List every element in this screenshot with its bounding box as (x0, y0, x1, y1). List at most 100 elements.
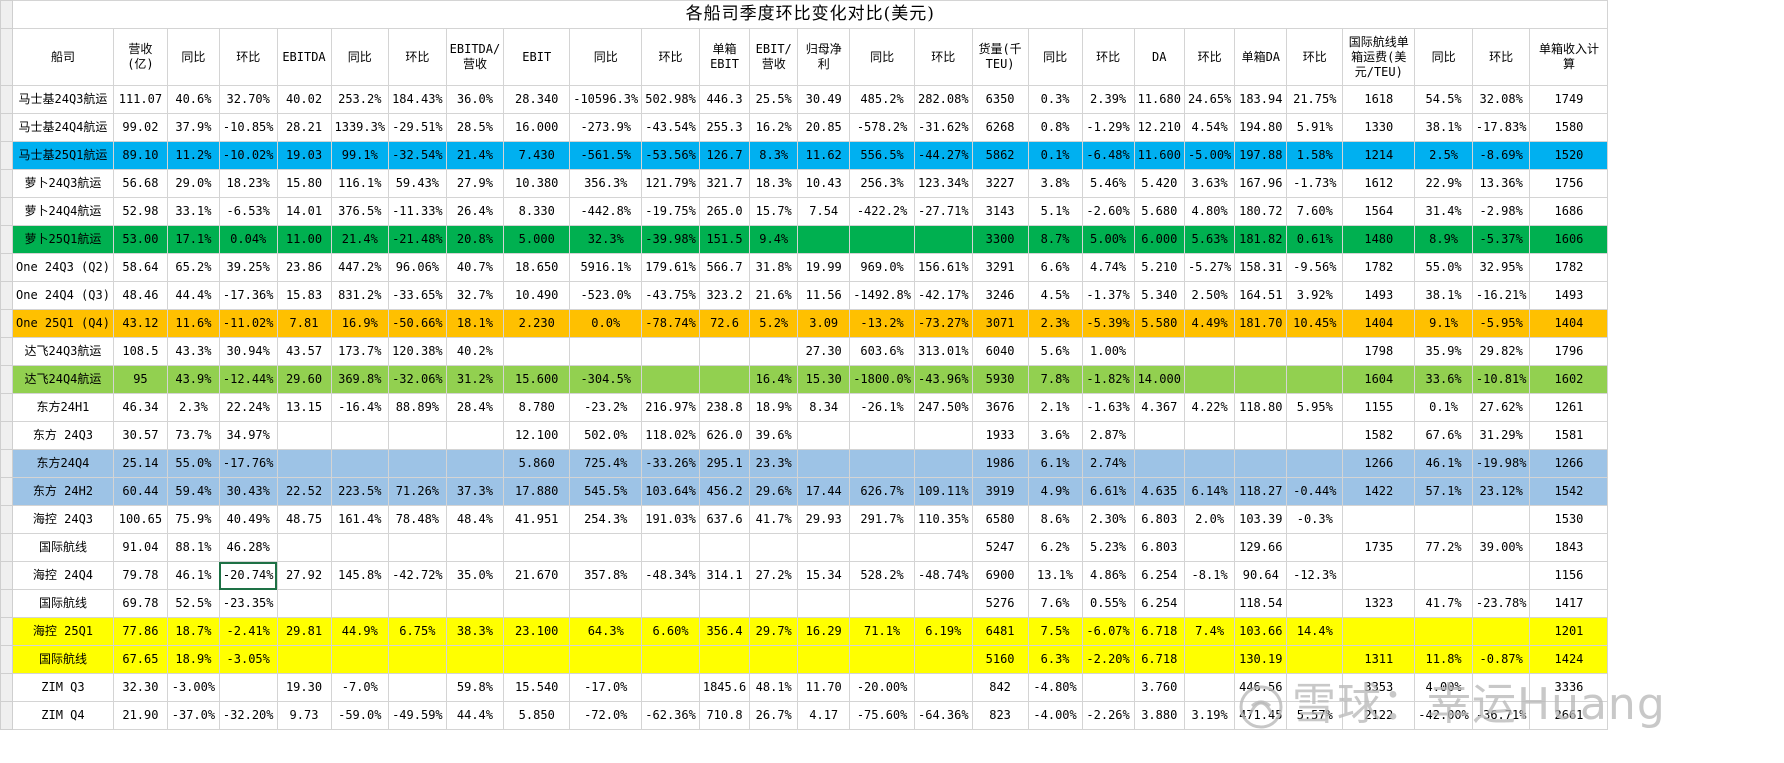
value-cell[interactable]: 1582 (1342, 421, 1416, 450)
value-cell[interactable]: 566.7 (698, 253, 751, 282)
value-cell[interactable]: 1933 (971, 421, 1029, 450)
value-cell[interactable]: -42.00% (1414, 701, 1473, 730)
value-cell[interactable] (503, 533, 571, 562)
value-cell[interactable]: 21.90 (112, 701, 168, 730)
value-cell[interactable]: 3.63% (1183, 169, 1236, 198)
value-cell[interactable]: 2.74% (1081, 449, 1135, 478)
value-cell[interactable]: 18.1% (445, 309, 505, 338)
value-cell[interactable] (698, 365, 751, 394)
value-cell[interactable]: 22.9% (1414, 169, 1473, 198)
value-cell[interactable]: 1339.3% (330, 113, 390, 142)
value-cell[interactable]: 3.09 (797, 309, 851, 338)
column-header-10[interactable]: 同比 (569, 28, 643, 86)
value-cell[interactable] (388, 421, 447, 450)
value-cell[interactable]: 18.650 (503, 253, 571, 282)
value-cell[interactable] (914, 533, 973, 562)
column-header-12[interactable]: 单箱EBIT (698, 28, 751, 86)
row-header[interactable] (0, 533, 13, 562)
value-cell[interactable]: 16.4% (749, 365, 799, 394)
company-cell[interactable]: 东方24Q4 (12, 449, 114, 478)
value-cell[interactable]: 1261 (1529, 393, 1609, 422)
value-cell[interactable]: 5.210 (1133, 253, 1185, 282)
value-cell[interactable]: 10.43 (797, 169, 851, 198)
value-cell[interactable]: 43.57 (276, 337, 332, 366)
value-cell[interactable]: 24.65% (1183, 85, 1236, 114)
value-cell[interactable]: 25.5% (749, 85, 799, 114)
row-header[interactable] (0, 197, 13, 226)
value-cell[interactable]: 265.0 (698, 197, 751, 226)
value-cell[interactable]: -53.56% (641, 141, 700, 170)
value-cell[interactable]: 8.330 (503, 197, 571, 226)
value-cell[interactable]: 46.28% (218, 533, 278, 562)
value-cell[interactable]: 5916.1% (569, 253, 643, 282)
value-cell[interactable] (569, 533, 643, 562)
column-header-9[interactable]: EBIT (503, 28, 571, 86)
value-cell[interactable]: 11.680 (1133, 85, 1185, 114)
value-cell[interactable]: 3.19% (1183, 701, 1236, 730)
value-cell[interactable]: 179.61% (641, 253, 700, 282)
value-cell[interactable]: 1201 (1529, 617, 1609, 646)
value-cell[interactable]: -5.39% (1081, 309, 1135, 338)
value-cell[interactable]: -42.72% (388, 561, 447, 590)
column-header-3[interactable]: 同比 (166, 28, 220, 86)
value-cell[interactable]: -43.75% (641, 281, 700, 310)
value-cell[interactable] (445, 533, 505, 562)
value-cell[interactable]: 46.1% (166, 561, 220, 590)
value-cell[interactable]: 1606 (1529, 225, 1609, 254)
value-cell[interactable]: 22.52 (276, 477, 332, 506)
value-cell[interactable]: -78.74% (641, 309, 700, 338)
value-cell[interactable]: 10.45% (1286, 309, 1344, 338)
value-cell[interactable]: 1845.6 (698, 673, 751, 702)
value-cell[interactable] (698, 533, 751, 562)
value-cell[interactable]: 31.4% (1414, 197, 1473, 226)
value-cell[interactable] (1286, 421, 1344, 450)
value-cell[interactable]: 37.9% (166, 113, 220, 142)
value-cell[interactable]: 29.60 (276, 365, 332, 394)
value-cell[interactable]: 528.2% (849, 561, 915, 590)
value-cell[interactable] (1471, 561, 1531, 590)
value-cell[interactable]: 67.6% (1414, 421, 1473, 450)
value-cell[interactable] (569, 589, 643, 618)
column-header-17[interactable]: 货量(千TEU) (971, 28, 1029, 86)
value-cell[interactable] (1183, 589, 1236, 618)
value-cell[interactable]: -8.69% (1471, 141, 1531, 170)
value-cell[interactable]: 1618 (1342, 85, 1416, 114)
value-cell[interactable]: 11.00 (276, 225, 332, 254)
value-cell[interactable]: 7.430 (503, 141, 571, 170)
value-cell[interactable]: 12.210 (1133, 113, 1185, 142)
value-cell[interactable] (698, 337, 751, 366)
value-cell[interactable]: 9.1% (1414, 309, 1473, 338)
value-cell[interactable]: 3919 (971, 477, 1029, 506)
value-cell[interactable]: 129.66 (1234, 533, 1288, 562)
value-cell[interactable]: 19.03 (276, 141, 332, 170)
value-cell[interactable]: -42.17% (914, 281, 973, 310)
value-cell[interactable]: 4.9% (1027, 477, 1083, 506)
row-header[interactable] (0, 281, 13, 310)
value-cell[interactable]: 29.93 (797, 505, 851, 534)
value-cell[interactable]: 6.19% (914, 617, 973, 646)
value-cell[interactable]: 5.6% (1027, 337, 1083, 366)
value-cell[interactable]: 0.0% (569, 309, 643, 338)
value-cell[interactable]: 72.6 (698, 309, 751, 338)
value-cell[interactable] (641, 589, 700, 618)
value-cell[interactable] (1414, 617, 1473, 646)
value-cell[interactable]: 11.6% (166, 309, 220, 338)
value-cell[interactable]: 3227 (971, 169, 1029, 198)
value-cell[interactable]: 7.8% (1027, 365, 1083, 394)
value-cell[interactable]: 23.12% (1471, 477, 1531, 506)
value-cell[interactable]: -6.48% (1081, 141, 1135, 170)
value-cell[interactable]: 5.63% (1183, 225, 1236, 254)
value-cell[interactable]: -20.00% (849, 673, 915, 702)
value-cell[interactable]: 0.61% (1286, 225, 1344, 254)
value-cell[interactable]: 77.86 (112, 617, 168, 646)
value-cell[interactable]: -19.75% (641, 197, 700, 226)
value-cell[interactable]: 1843 (1529, 533, 1609, 562)
value-cell[interactable]: 6.3% (1027, 645, 1083, 674)
value-cell[interactable]: 6.000 (1133, 225, 1185, 254)
value-cell[interactable]: -48.74% (914, 561, 973, 590)
value-cell[interactable]: 4.17 (797, 701, 851, 730)
value-cell[interactable]: -13.2% (849, 309, 915, 338)
value-cell[interactable]: 15.80 (276, 169, 332, 198)
value-cell[interactable]: 40.2% (445, 337, 505, 366)
value-cell[interactable]: -304.5% (569, 365, 643, 394)
